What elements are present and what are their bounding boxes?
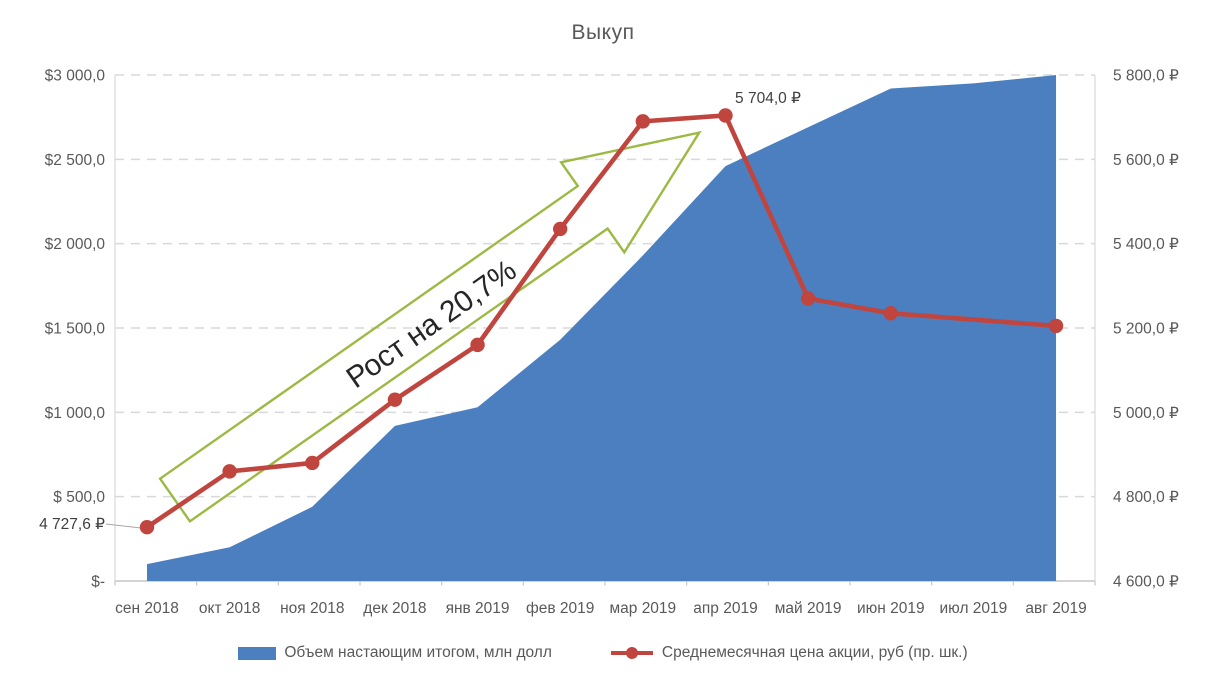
y-axis-right-tick: 5 800,0 ₽ xyxy=(1113,68,1179,85)
price-marker xyxy=(800,291,816,306)
price-marker xyxy=(635,114,651,129)
first-point-label: 4 727,6 ₽ xyxy=(39,516,105,533)
peak-point-label: 5 704,0 ₽ xyxy=(735,90,801,107)
x-axis-label: июл 2019 xyxy=(940,600,1008,617)
x-axis-label: ноя 2018 xyxy=(280,600,344,617)
price-marker xyxy=(883,306,898,321)
price-marker xyxy=(222,464,237,479)
price-marker xyxy=(470,337,485,353)
legend: Объем настающим итогом, млн долл Среднем… xyxy=(0,640,1206,666)
price-marker xyxy=(139,519,155,535)
legend-label-price: Среднемесячная цена акции, руб (пр. шк.) xyxy=(661,644,968,661)
line-series-swatch-icon xyxy=(610,647,653,659)
y-axis-right-tick: 5 600,0 ₽ xyxy=(1113,152,1179,169)
x-axis-label: сен 2018 xyxy=(115,600,179,617)
x-axis-label: июн 2019 xyxy=(857,600,925,617)
legend-label-volume: Объем настающим итогом, млн долл xyxy=(284,644,552,661)
x-axis-label: фев 2019 xyxy=(526,600,594,617)
y-axis-left-tick: $1 000,0 xyxy=(45,405,106,422)
y-axis-left-tick: $1 500,0 xyxy=(45,321,106,338)
x-axis-label: окт 2018 xyxy=(199,600,260,617)
price-marker xyxy=(387,392,403,407)
price-marker xyxy=(718,108,733,123)
y-axis-left-tick: $- xyxy=(91,574,105,591)
y-axis-right-tick: 4 800,0 ₽ xyxy=(1113,489,1179,506)
x-axis-label: апр 2019 xyxy=(693,600,757,617)
y-axis-right-tick: 5 200,0 ₽ xyxy=(1113,321,1179,338)
y-axis-left-tick: $ 500,0 xyxy=(53,489,105,506)
y-axis-left-tick: $2 000,0 xyxy=(45,236,106,253)
y-axis-right-tick: 5 400,0 ₽ xyxy=(1113,236,1179,253)
chart-title: Выкуп xyxy=(571,21,635,44)
x-axis-label: авг 2019 xyxy=(1025,600,1086,617)
x-axis-label: янв 2019 xyxy=(446,600,510,617)
legend-item-volume: Объем настающим итогом, млн долл xyxy=(238,644,552,662)
y-axis-right-tick: 5 000,0 ₽ xyxy=(1113,405,1179,422)
x-axis-label: май 2019 xyxy=(775,600,842,617)
price-marker xyxy=(553,221,568,237)
legend-item-price: Среднемесячная цена акции, руб (пр. шк.) xyxy=(610,644,968,662)
leader-line xyxy=(105,523,146,529)
x-axis-label: дек 2018 xyxy=(363,600,426,617)
price-marker xyxy=(1048,318,1064,334)
area-series-swatch-icon xyxy=(238,646,277,660)
y-axis-right-tick: 4 600,0 ₽ xyxy=(1113,574,1179,591)
y-axis-left-tick: $3 000,0 xyxy=(45,68,106,85)
x-axis-label: мар 2019 xyxy=(609,600,676,617)
growth-arrow xyxy=(158,130,702,523)
area-series-volume xyxy=(147,75,1057,581)
price-marker xyxy=(305,455,320,471)
y-axis-left-tick: $2 500,0 xyxy=(45,152,106,169)
price-line-series xyxy=(144,113,1059,530)
